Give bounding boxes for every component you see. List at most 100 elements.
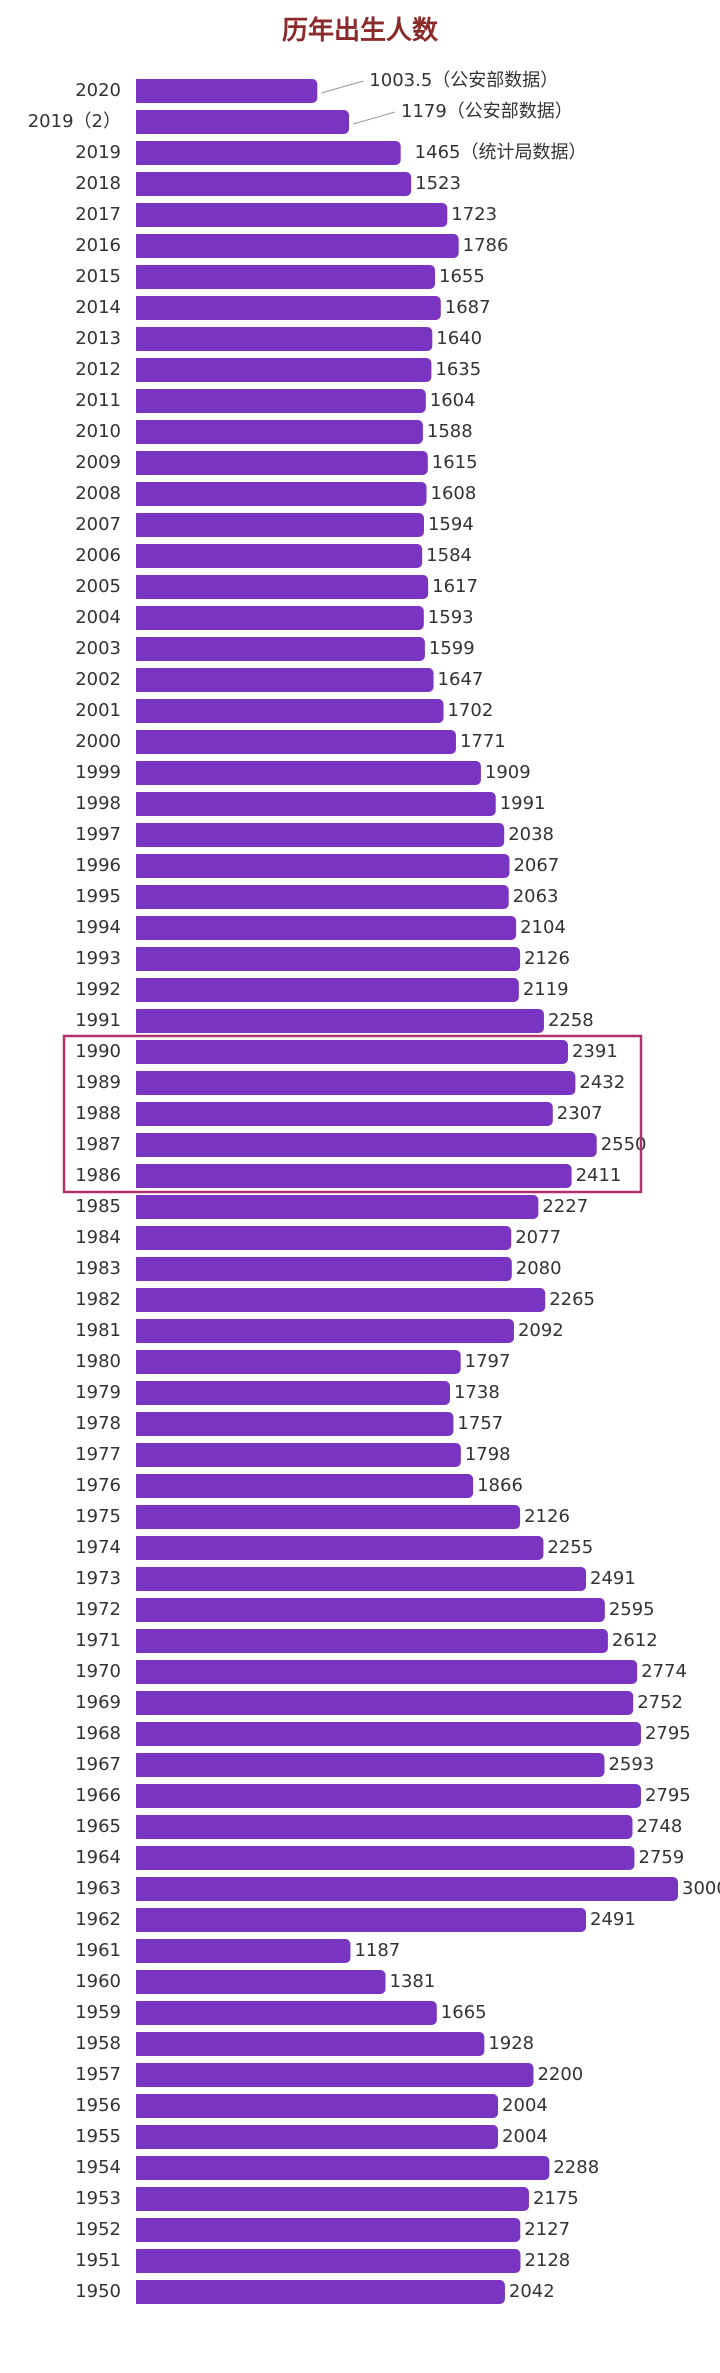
- value-label: 2550: [601, 1134, 647, 1155]
- bar: [136, 482, 427, 506]
- bar: [136, 265, 436, 289]
- value-label: 2748: [636, 1816, 682, 1837]
- y-tick-label: 1993: [75, 948, 121, 969]
- bar: [136, 2249, 521, 2273]
- value-label: 2759: [638, 1847, 684, 1868]
- value-label: 2080: [516, 1258, 562, 1279]
- bar: [135, 978, 519, 1002]
- value-label: 1771: [460, 731, 506, 752]
- bar: [136, 2187, 529, 2211]
- bar: [135, 1102, 553, 1126]
- bar: [136, 1474, 474, 1498]
- value-label: 2795: [645, 1785, 691, 1806]
- y-tick-label: 1984: [75, 1227, 121, 1248]
- y-tick-label: 1958: [75, 2033, 121, 2054]
- bar: [135, 947, 521, 971]
- value-label: 2004: [502, 2126, 548, 2147]
- value-label: 2175: [533, 2188, 579, 2209]
- chart-title: 历年出生人数: [282, 15, 439, 46]
- y-tick-label: 1960: [75, 1971, 121, 1992]
- value-label: 2432: [579, 1072, 625, 1093]
- value-label: 2127: [524, 2219, 570, 2240]
- bar: [136, 79, 318, 103]
- y-tick-label: 1959: [75, 2002, 121, 2023]
- bar: [136, 668, 434, 692]
- value-label: 2004: [502, 2095, 548, 2116]
- bar: [135, 1009, 544, 1033]
- y-tick-label: 1950: [75, 2281, 121, 2302]
- bar: [136, 1350, 461, 1374]
- value-label: 1187: [354, 1940, 400, 1961]
- value-label: 2491: [590, 1568, 636, 1589]
- value-label: 1003.5（公安部数据）: [369, 70, 558, 91]
- y-tick-label: 1969: [75, 1692, 121, 1713]
- bar: [136, 2094, 499, 2118]
- value-label: 2391: [572, 1041, 618, 1062]
- y-tick-label: 2003: [75, 638, 121, 659]
- y-tick-label: 1966: [75, 1785, 121, 1806]
- y-tick-label: 1996: [75, 855, 121, 876]
- bar: [136, 1536, 544, 1560]
- y-tick-label: 1980: [75, 1351, 121, 1372]
- y-tick-label: 2012: [75, 359, 121, 380]
- value-label: 1604: [430, 390, 476, 411]
- bar: [136, 885, 509, 909]
- y-tick-label: 1979: [75, 1382, 121, 1403]
- value-label: 2128: [524, 2250, 570, 2271]
- value-label: 2491: [590, 1909, 636, 1930]
- y-tick-label: 2017: [75, 204, 121, 225]
- bar: [135, 1567, 587, 1591]
- y-tick-label: 2014: [75, 297, 121, 318]
- value-label: 2038: [508, 824, 554, 845]
- bar: [136, 2001, 437, 2025]
- value-label: 1599: [429, 638, 475, 659]
- value-label: 1991: [500, 793, 546, 814]
- bar: [136, 792, 496, 816]
- value-label: 1584: [426, 545, 472, 566]
- y-tick-label: 2018: [75, 173, 121, 194]
- bar: [136, 2063, 534, 2087]
- value-label: 1635: [435, 359, 481, 380]
- bar: [136, 172, 412, 196]
- bar: [136, 296, 441, 320]
- y-tick-label: 2009: [75, 452, 121, 473]
- bar: [136, 1226, 512, 1250]
- bar: [136, 1691, 634, 1715]
- bar: [135, 1753, 605, 1777]
- y-tick-label: 1976: [75, 1475, 121, 1496]
- bar: [136, 1443, 461, 1467]
- bar: [135, 1288, 546, 1312]
- bar: [135, 1505, 521, 1529]
- y-tick-label: 1972: [75, 1599, 121, 1620]
- y-tick-label: 1977: [75, 1444, 121, 1465]
- value-label: 1381: [390, 1971, 436, 1992]
- y-tick-label: 1963: [75, 1878, 121, 1899]
- bar: [136, 1319, 514, 1343]
- bar: [136, 823, 505, 847]
- bar: [136, 761, 481, 785]
- y-tick-label: 1967: [75, 1754, 121, 1775]
- value-label: 2200: [537, 2064, 583, 2085]
- value-label: 2227: [542, 1196, 588, 1217]
- y-tick-label: 1955: [75, 2126, 121, 2147]
- y-tick-label: 1954: [75, 2157, 121, 2178]
- bar: [136, 451, 428, 475]
- highlight-frame: [62, 1034, 643, 1194]
- y-tick-label: 1970: [75, 1661, 121, 1682]
- y-tick-label: 1951: [75, 2250, 121, 2271]
- bar: [135, 1660, 638, 1684]
- bar: [136, 699, 444, 723]
- y-tick-label: 2013: [75, 328, 121, 349]
- y-tick-label: 1992: [75, 979, 121, 1000]
- value-label: 1588: [427, 421, 473, 442]
- y-tick-label: 1997: [75, 824, 121, 845]
- bar: [136, 2218, 521, 2242]
- value-label: 1702: [447, 700, 493, 721]
- bar: [136, 203, 448, 227]
- y-tick-label: 1982: [75, 1289, 121, 1310]
- value-label: 2067: [513, 855, 559, 876]
- value-label: 2752: [637, 1692, 683, 1713]
- value-label: 1665: [441, 2002, 487, 2023]
- value-label: 2126: [524, 1506, 570, 1527]
